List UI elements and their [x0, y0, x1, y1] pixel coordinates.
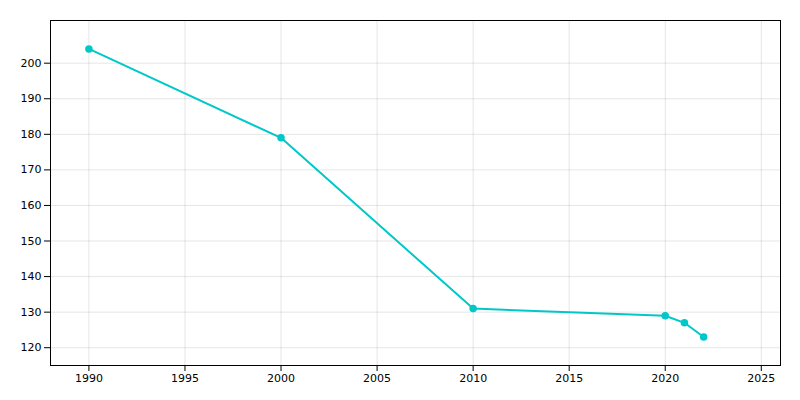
svg-text:190: 190 [21, 92, 42, 105]
svg-text:160: 160 [21, 199, 42, 212]
svg-text:2025: 2025 [747, 372, 775, 385]
svg-text:2015: 2015 [555, 372, 583, 385]
svg-text:2005: 2005 [363, 372, 391, 385]
svg-text:150: 150 [21, 235, 42, 248]
svg-text:180: 180 [21, 128, 42, 141]
svg-text:140: 140 [21, 270, 42, 283]
svg-text:130: 130 [21, 306, 42, 319]
svg-text:170: 170 [21, 163, 42, 176]
svg-text:1995: 1995 [171, 372, 199, 385]
svg-text:200: 200 [21, 57, 42, 70]
svg-text:1990: 1990 [75, 372, 103, 385]
svg-text:2020: 2020 [651, 372, 679, 385]
svg-text:2010: 2010 [459, 372, 487, 385]
svg-text:2000: 2000 [267, 372, 295, 385]
svg-text:120: 120 [21, 341, 42, 354]
